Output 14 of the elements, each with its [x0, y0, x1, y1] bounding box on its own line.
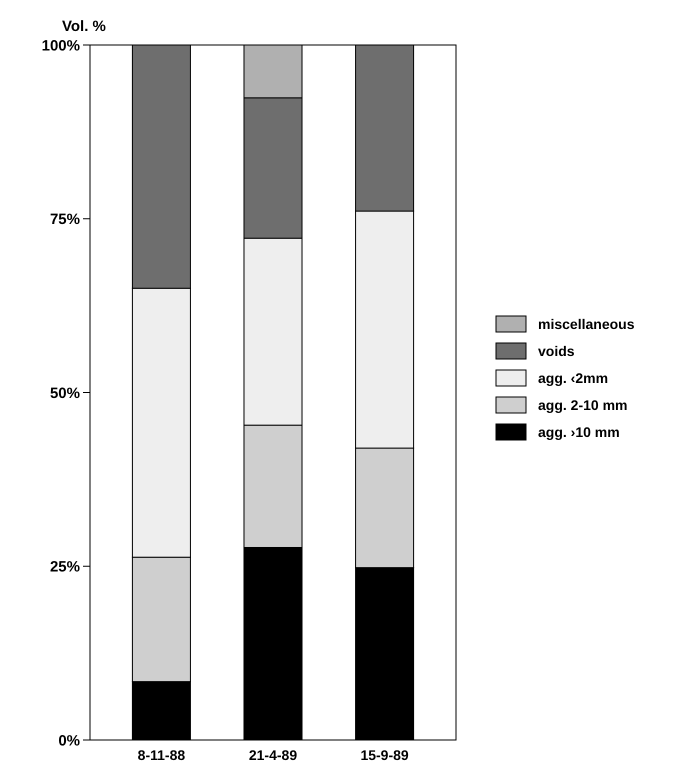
- x-tick-label: 21-4-89: [248, 747, 298, 763]
- y-tick-label: 25%: [50, 558, 80, 576]
- legend-label: miscellaneous: [538, 316, 635, 332]
- y-tick-label: 50%: [50, 384, 80, 402]
- x-tick-label: 15-9-89: [360, 747, 409, 763]
- legend-label: agg. 2-10 mm: [538, 397, 628, 413]
- legend-label: voids: [538, 343, 575, 359]
- x-tick-label: 8-11-88: [138, 747, 186, 763]
- legend-label: agg. ‹2mm: [538, 370, 608, 386]
- y-tick-label: 100%: [42, 37, 80, 54]
- y-tick-label: 75%: [50, 211, 80, 228]
- y-axis-title: Vol. %: [62, 18, 106, 35]
- y-tick-label: 0%: [58, 732, 80, 750]
- legend-label: agg. ›10 mm: [538, 424, 620, 440]
